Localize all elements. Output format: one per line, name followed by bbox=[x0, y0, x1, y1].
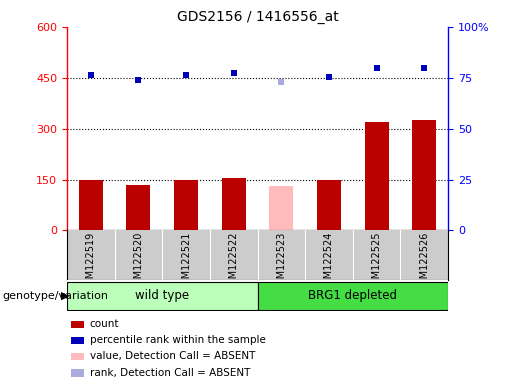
Text: wild type: wild type bbox=[135, 289, 190, 302]
Bar bbox=[413, 120, 436, 230]
Text: percentile rank within the sample: percentile rank within the sample bbox=[90, 335, 266, 345]
Text: GSM122522: GSM122522 bbox=[229, 232, 238, 291]
Text: rank, Detection Call = ABSENT: rank, Detection Call = ABSENT bbox=[90, 368, 250, 378]
Text: count: count bbox=[90, 319, 119, 329]
Text: genotype/variation: genotype/variation bbox=[3, 291, 109, 301]
Text: GSM122523: GSM122523 bbox=[277, 232, 286, 291]
Bar bbox=[71, 353, 84, 360]
Text: GSM122521: GSM122521 bbox=[181, 232, 191, 291]
Bar bbox=[127, 185, 150, 230]
Text: GSM122524: GSM122524 bbox=[324, 232, 334, 291]
Bar bbox=[365, 122, 388, 230]
Text: BRG1 depleted: BRG1 depleted bbox=[308, 289, 397, 302]
Bar bbox=[269, 186, 293, 230]
Text: GSM122519: GSM122519 bbox=[86, 232, 96, 291]
Bar bbox=[71, 369, 84, 377]
Bar bbox=[317, 180, 341, 230]
Text: value, Detection Call = ABSENT: value, Detection Call = ABSENT bbox=[90, 351, 255, 361]
Bar bbox=[71, 321, 84, 328]
Bar bbox=[79, 180, 102, 230]
Bar bbox=[258, 282, 448, 310]
Bar bbox=[67, 282, 258, 310]
Text: ▶: ▶ bbox=[61, 291, 70, 301]
Title: GDS2156 / 1416556_at: GDS2156 / 1416556_at bbox=[177, 10, 338, 25]
Bar bbox=[222, 178, 246, 230]
Text: GSM122525: GSM122525 bbox=[372, 232, 382, 291]
Text: GSM122520: GSM122520 bbox=[133, 232, 143, 291]
Text: GSM122526: GSM122526 bbox=[419, 232, 429, 291]
Bar bbox=[174, 180, 198, 230]
Bar bbox=[71, 336, 84, 344]
